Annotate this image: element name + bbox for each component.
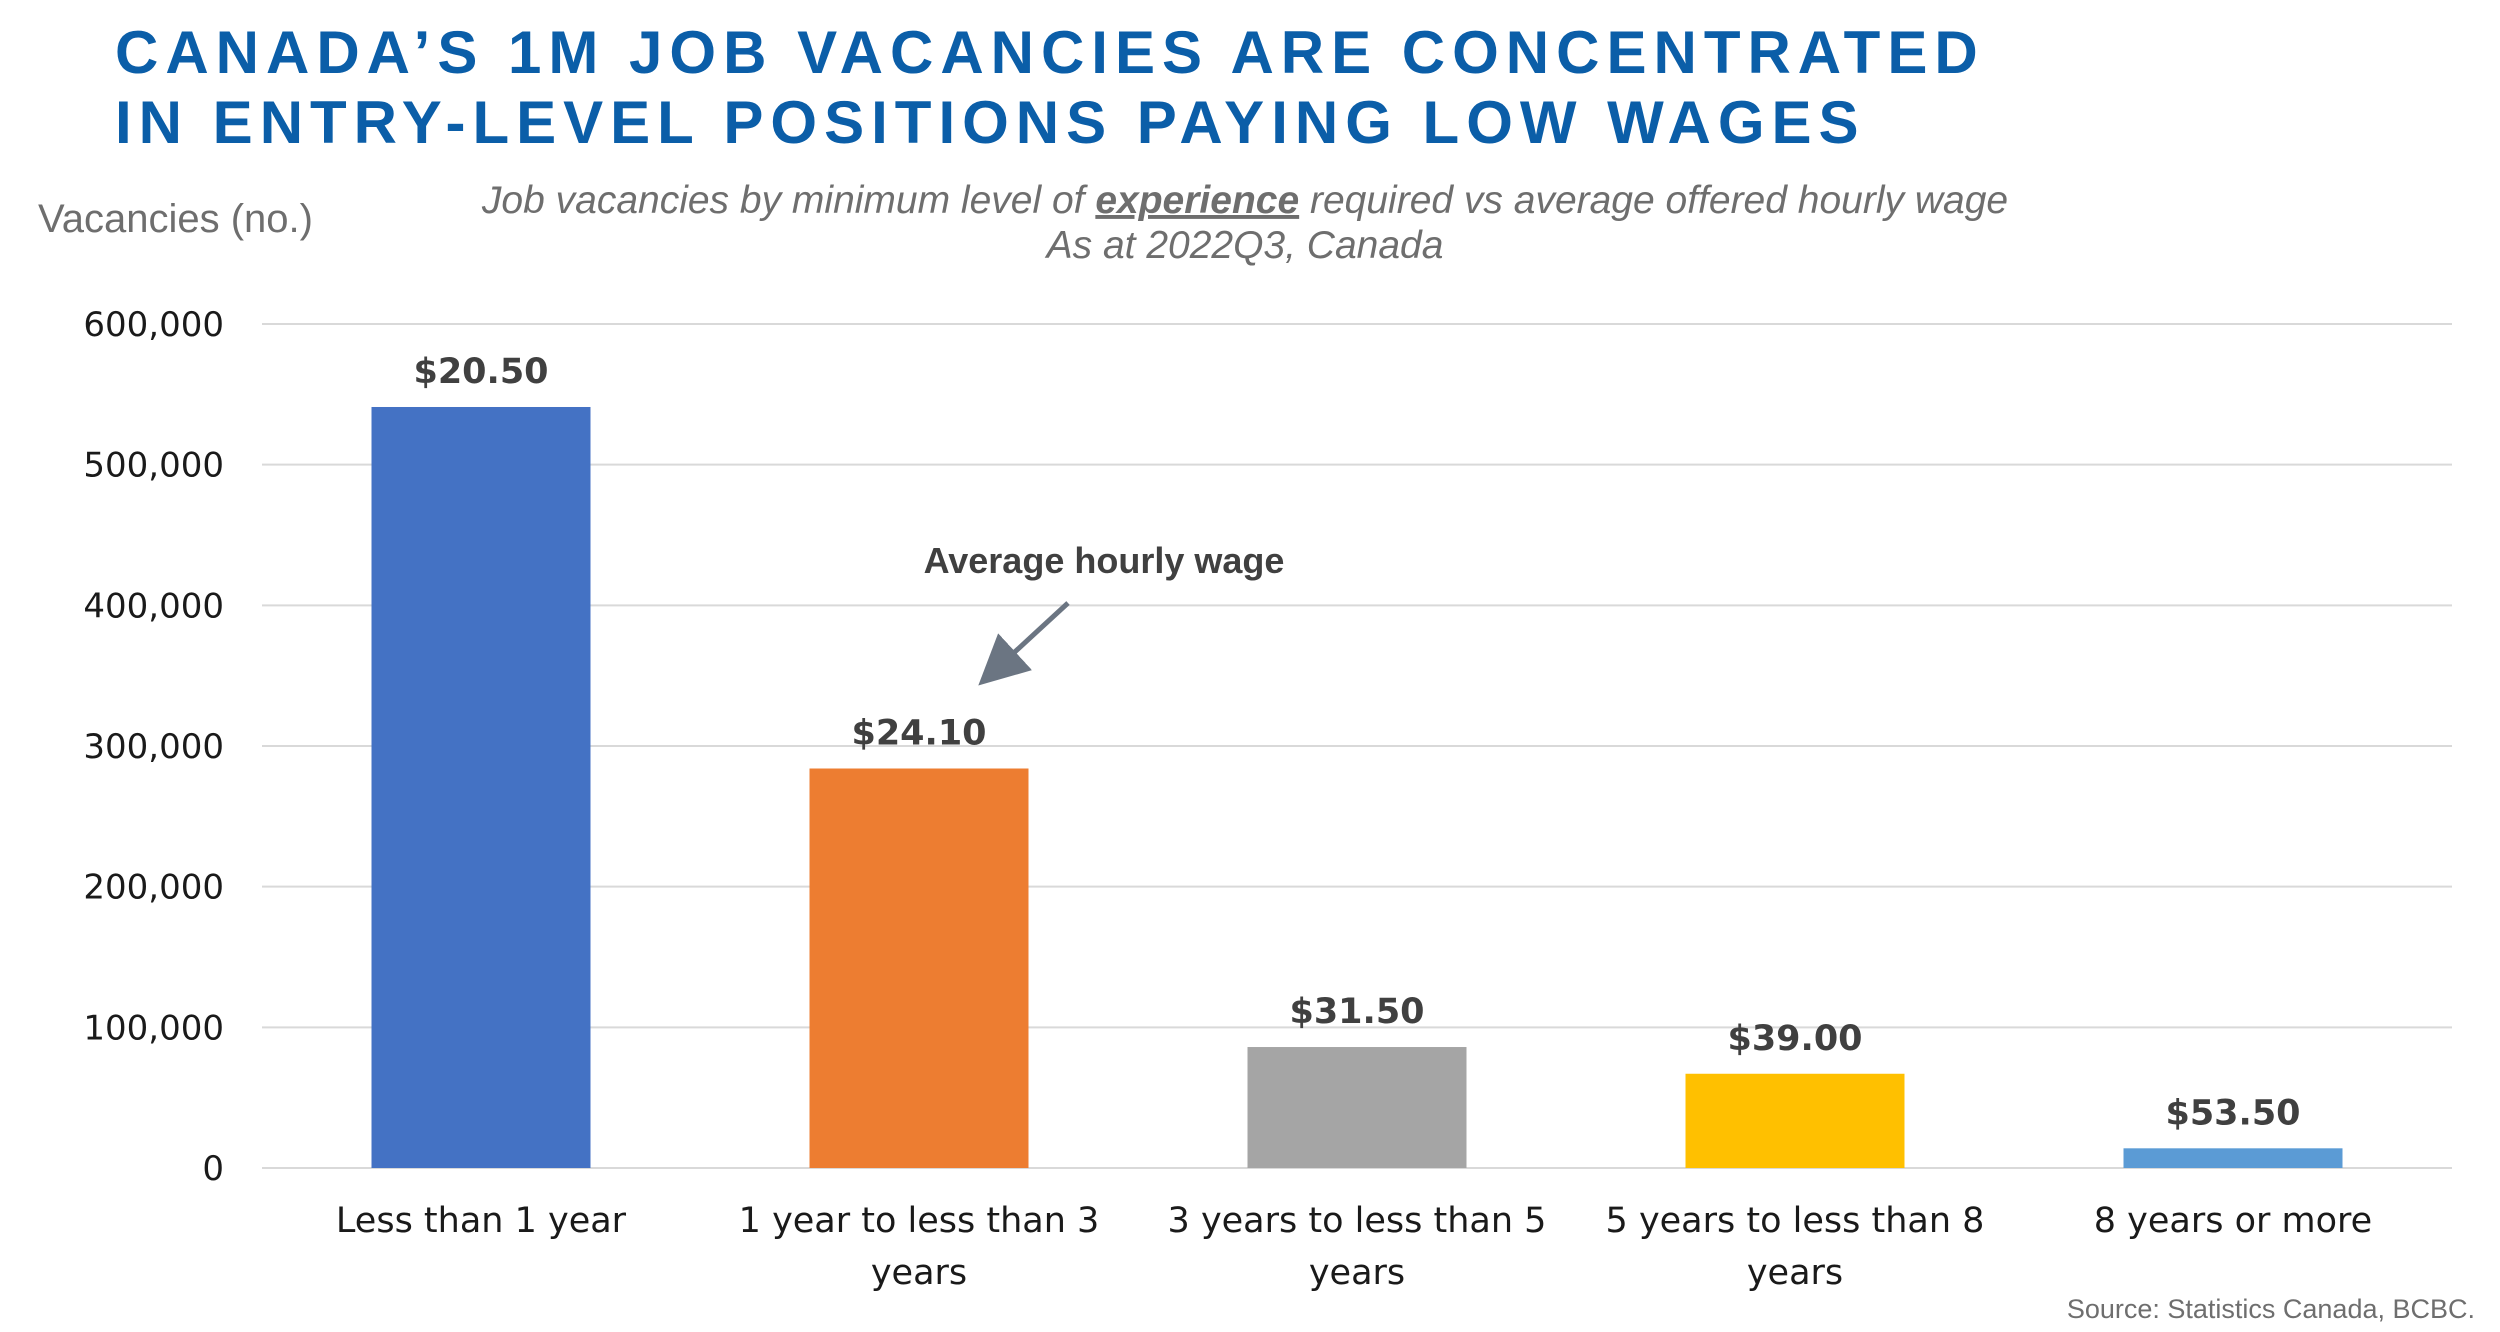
- annotation-arrow-icon: [978, 601, 1070, 686]
- x-category-label: Less than 1 year: [336, 1201, 627, 1241]
- x-category-label: 1 year to less than 3: [739, 1201, 1100, 1241]
- x-category-label: years: [1747, 1253, 1843, 1293]
- source-note: Source: Statistics Canada, BCBC.: [2067, 1294, 2475, 1324]
- chart-title-line-2: IN ENTRY-LEVEL POSITIONS PAYING LOW WAGE…: [115, 89, 1866, 156]
- data-label: $39.00: [1727, 1019, 1862, 1059]
- y-axis-ticks: 0 100,000 200,000 300,000 400,000 500,000 600,…: [83, 305, 224, 1189]
- y-tick-label: 200,000: [83, 868, 224, 908]
- x-category-label: 5 years to less than 8: [1606, 1201, 1985, 1241]
- x-category-label: years: [1309, 1253, 1405, 1293]
- y-axis-title: Vacancies (no.): [38, 197, 313, 241]
- y-tick-label: 600,000: [83, 305, 224, 345]
- x-category-label: 3 years to less than 5: [1168, 1201, 1547, 1241]
- bar: [2123, 1148, 2343, 1168]
- y-tick-label: 300,000: [83, 727, 224, 767]
- bars: [371, 406, 2343, 1168]
- chart-subtitle-line-1: Job vacancies by minimum level of experi…: [481, 179, 2008, 222]
- x-category-label: 8 years or more: [2094, 1201, 2372, 1241]
- data-label: $24.10: [851, 714, 986, 754]
- bar: [1685, 1073, 1905, 1168]
- bar: [371, 406, 591, 1168]
- annotation-text: Average hourly wage: [924, 540, 1285, 581]
- y-tick-label: 400,000: [83, 586, 224, 626]
- data-label: $31.50: [1289, 992, 1424, 1032]
- bar: [809, 768, 1029, 1168]
- x-axis-categories: Less than 1 year 1 year to less than 3 yea…: [336, 1201, 2372, 1293]
- x-category-label: years: [871, 1253, 967, 1293]
- y-tick-label: 100,000: [83, 1008, 224, 1048]
- y-tick-label: 0: [202, 1149, 224, 1189]
- chart-subtitle-line-2: As at 2022Q3, Canada: [1045, 224, 1444, 267]
- subtitle-after: required vs average offered hourly wage: [1299, 179, 2008, 222]
- bar: [1247, 1047, 1467, 1168]
- data-label: $20.50: [413, 352, 548, 392]
- data-labels: $20.50 $24.10 $31.50 $39.00 $53.50: [413, 352, 2300, 1133]
- data-label: $53.50: [2165, 1093, 2300, 1133]
- chart-title-line-1: CANADA’S 1M JOB VACANCIES ARE CONCENTRAT…: [115, 19, 1985, 86]
- subtitle-before: Job vacancies by minimum level of: [481, 179, 1095, 222]
- subtitle-emphasis: experience: [1095, 179, 1299, 222]
- y-tick-label: 500,000: [83, 446, 224, 486]
- gridlines: [262, 323, 2452, 1169]
